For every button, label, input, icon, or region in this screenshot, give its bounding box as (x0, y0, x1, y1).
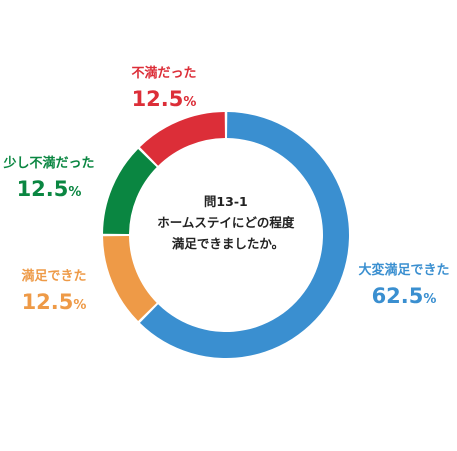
slice-labels: 大変満足できた 62.5% 満足できた 12.5% 少し不満だった 12.5% 不満だった 1… (2, 65, 449, 314)
question-line-2: 満足できましたか。 (172, 236, 284, 251)
slice-value-label: 12.5% (22, 290, 87, 314)
slice-label: 少し不満だった (2, 155, 94, 171)
slice-value-label: 12.5% (132, 87, 197, 111)
chart-question-title: 問13-1 ホームステイにどの程度 満足できましたか。 (157, 194, 299, 251)
slice-label: 満足できた (21, 268, 86, 284)
slice-value-label: 12.5% (17, 177, 82, 201)
donut-slice (103, 236, 157, 322)
donut-slices (103, 112, 350, 359)
donut-slice (139, 112, 225, 166)
donut-slice (103, 148, 157, 234)
donut-slice (139, 112, 350, 359)
slice-label: 大変満足できた (358, 262, 449, 278)
slice-value-label: 62.5% (372, 284, 437, 308)
slice-label: 不満だった (131, 65, 196, 81)
question-line-1: ホームステイにどの程度 (157, 215, 295, 230)
question-number: 問13-1 (204, 194, 248, 209)
